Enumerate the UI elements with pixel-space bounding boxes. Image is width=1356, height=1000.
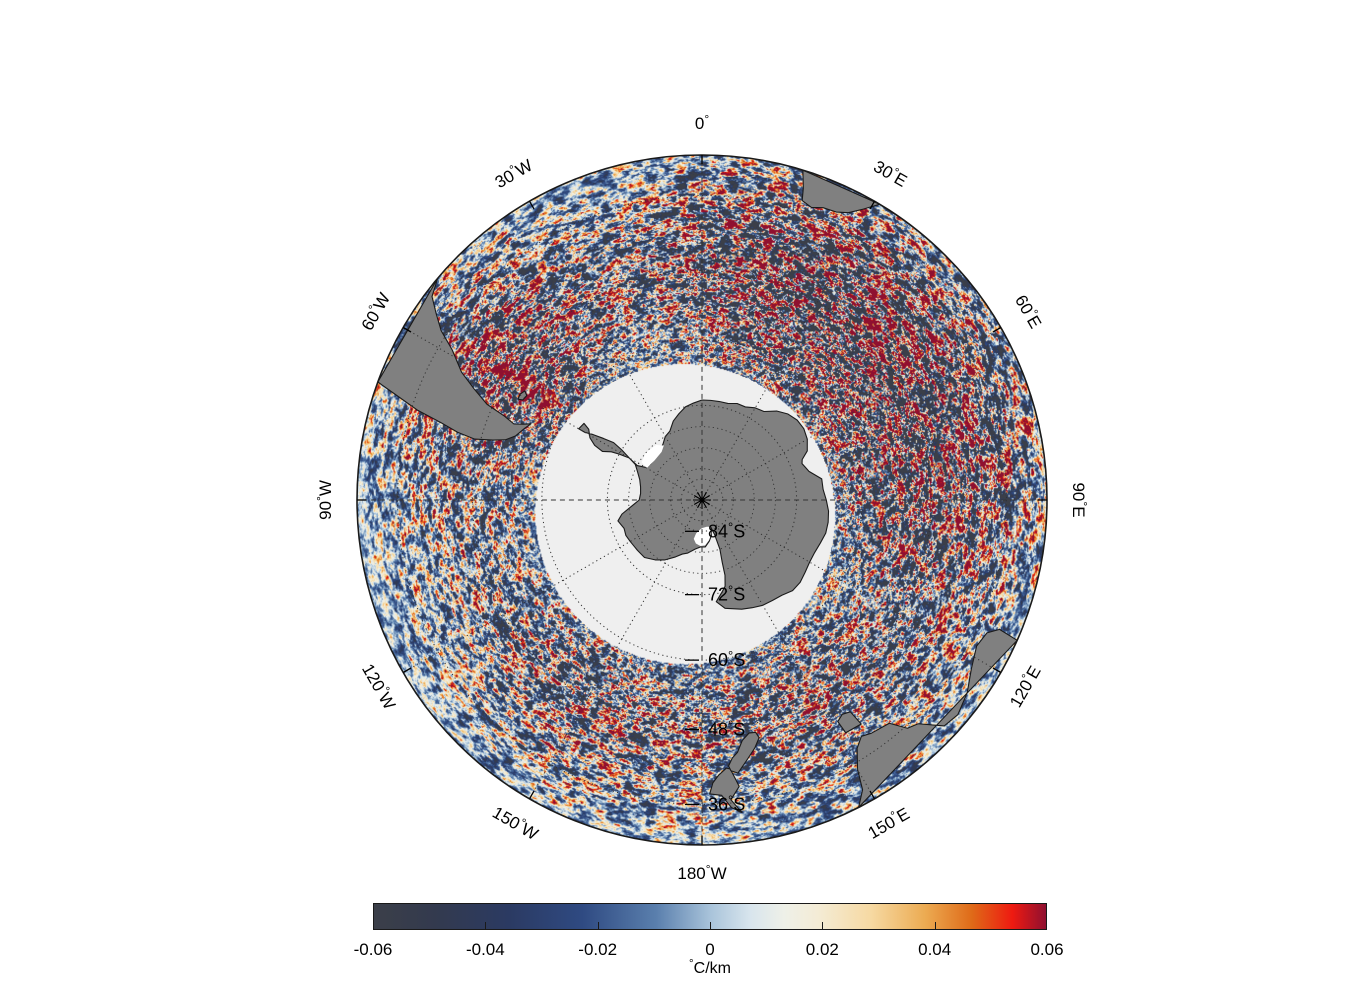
parallel-36S: [397, 195, 1007, 805]
colorbar-tick-label: -0.04: [465, 940, 505, 959]
land-australia: [856, 628, 1018, 808]
colorbar-tick: [822, 922, 824, 930]
longitude-tick: [869, 790, 876, 800]
longitude-labels: 0°30°E60°E90°E120°E150°E180°W150°W120°W9…: [314, 112, 1090, 880]
polar-map: 0° 30°E 60°E 90°E 120°E 150°E 180°W 150°W 120°W 9…: [314, 112, 1090, 880]
colorbar-tick-label: 0.06: [1030, 940, 1064, 959]
land-nz-north: [709, 767, 743, 814]
colorbar-tick-label: 0: [705, 940, 715, 959]
colorbar-tick: [597, 922, 599, 930]
pole-marker: [693, 491, 711, 509]
latitude-label: 60°S: [708, 648, 745, 670]
colorbar-tick-label: 0.02: [805, 940, 839, 959]
longitude-label: 90°E: [1069, 482, 1090, 517]
latitude-labels: 84°S 72°S 60°S 48°S 36°S: [685, 519, 745, 814]
longitude-tick: [528, 790, 535, 800]
colorbar-tick-label: 0.04: [918, 940, 952, 959]
longitude-tick: [869, 200, 876, 210]
colorbar-tick: [710, 922, 711, 930]
colorbar-ticks: [373, 922, 1047, 937]
latitude-label: 72°S: [708, 583, 745, 605]
colorbar-tick: [934, 922, 936, 930]
longitude-label: 0°: [695, 112, 709, 133]
colorbar-unit-label: °C/km: [689, 958, 731, 977]
colorbar: -0.06 -0.04 -0.02 0 0.02 0.04 0.06: [354, 903, 1064, 962]
land-antarctica: [578, 399, 830, 610]
longitude-tick: [992, 667, 1002, 674]
graticule: [357, 155, 1047, 845]
longitude-label: 90°W: [314, 480, 335, 520]
colorbar-tick-label: -0.02: [578, 940, 618, 959]
longitude-tick: [528, 200, 535, 210]
longitude-label: 180°W: [677, 862, 726, 880]
longitude-tick: [402, 667, 412, 674]
land-s-america: [377, 277, 532, 441]
longitude-tick: [402, 326, 412, 333]
colorbar-tick-labels: -0.06 -0.04 -0.02 0 0.02 0.04 0.06: [354, 940, 1064, 962]
latitude-label: 36°S: [708, 792, 745, 814]
polar-map-svg: 0°30°E60°E90°E120°E150°E180°W150°W120°W9…: [314, 112, 1090, 880]
colorbar-tick: [485, 922, 487, 930]
parallel-60S: [541, 339, 863, 661]
longitude-tick: [992, 326, 1002, 333]
ice-shelf-filchner: [641, 445, 664, 469]
colorbar-tick-label: -0.06: [353, 940, 393, 959]
latitude-label: 48°S: [708, 717, 745, 739]
land-nz-south: [728, 731, 760, 774]
land-tasmania: [837, 711, 862, 734]
latitude-label: 84°S: [708, 519, 745, 541]
